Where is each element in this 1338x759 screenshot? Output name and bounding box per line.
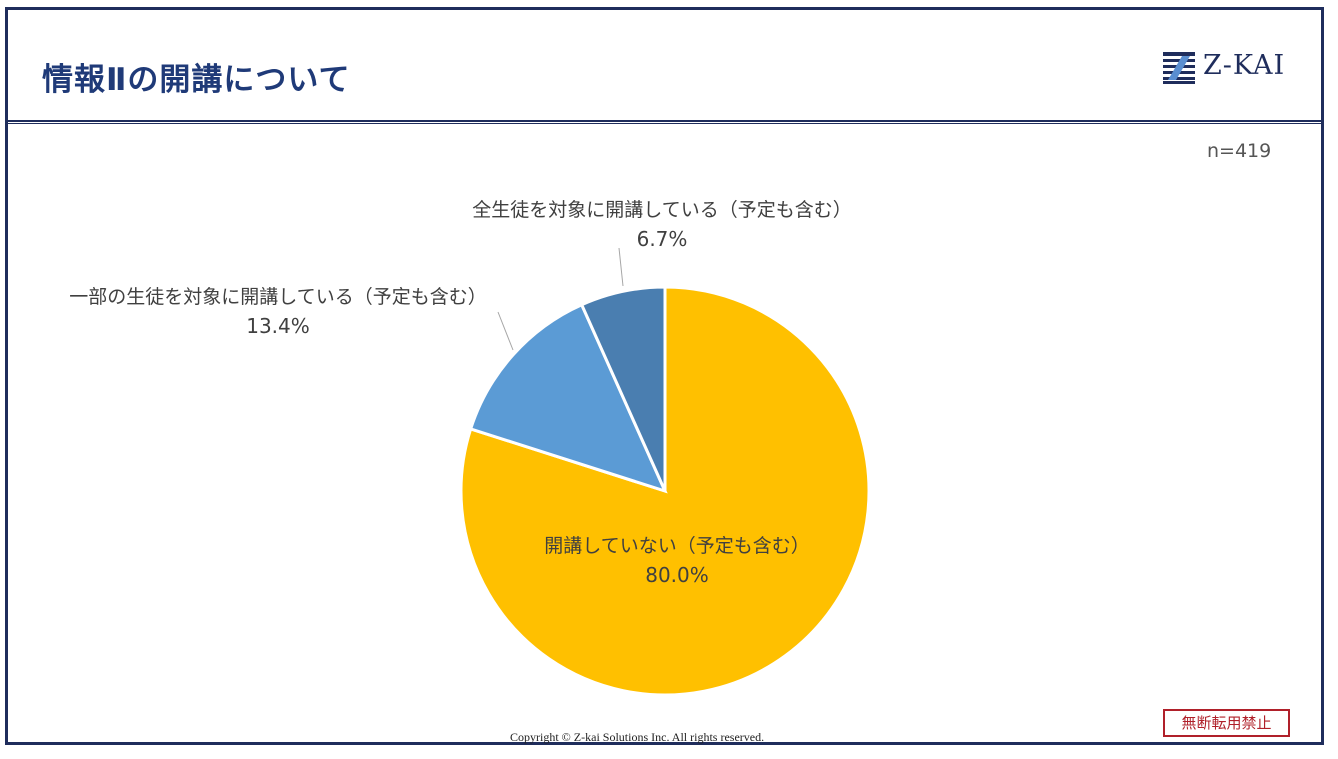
slice-value-1: 13.4%	[246, 314, 310, 338]
z-kai-logo: Z-KAI	[1163, 50, 1298, 86]
leader-line-1	[497, 311, 514, 351]
leader-line-2	[618, 247, 624, 287]
z-kai-logo-icon	[1163, 52, 1195, 84]
copyright-text: Copyright © Z-kai Solutions Inc. All rig…	[510, 730, 765, 744]
pie-slice-2	[579, 285, 667, 492]
pie-slice-1	[468, 302, 668, 494]
logo-text: Z-KAI	[1203, 50, 1286, 81]
sample-size-label: n=419	[1207, 140, 1272, 162]
slice-value-0: 80.0%	[645, 563, 709, 587]
slice-value-2: 6.7%	[637, 227, 688, 251]
header-divider	[8, 120, 1321, 124]
no-reproduction-stamp: 無断転用禁止	[1163, 709, 1290, 737]
page-title: 情報Ⅱの開講について	[42, 62, 351, 98]
slice-label-0: 開講していない（予定も含む）	[544, 535, 809, 557]
slice-label-1: 一部の生徒を対象に開講している（予定も含む）	[69, 286, 486, 308]
slice-label-2: 全生徒を対象に開講している（予定も含む）	[472, 199, 851, 221]
header: 情報Ⅱの開講について Z-KAI	[8, 10, 1321, 120]
